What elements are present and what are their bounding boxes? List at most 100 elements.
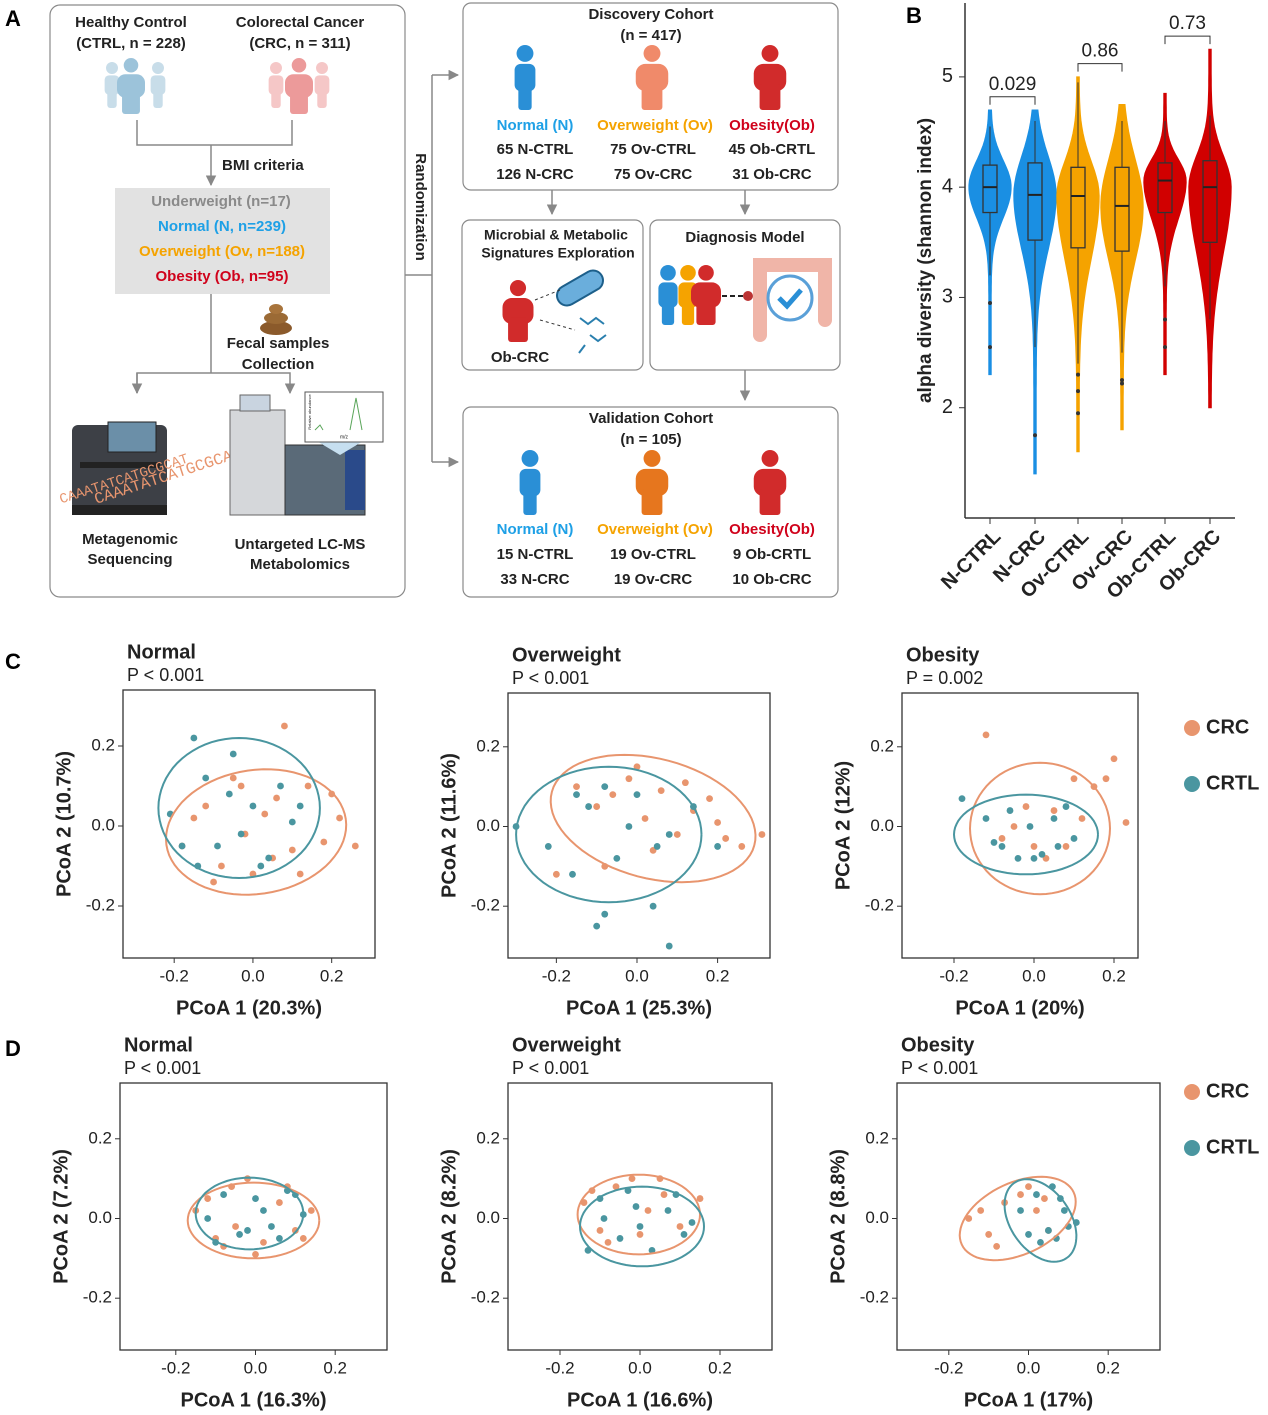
label: 15 N-CTRL (497, 546, 574, 563)
label: Healthy Control (75, 14, 187, 31)
legend-label: CRC (1206, 1080, 1249, 1102)
point (328, 790, 336, 798)
point (616, 1235, 624, 1242)
y-tick-label: 2 (942, 396, 953, 418)
y-tick-label: 0.0 (476, 1208, 500, 1227)
outlier (988, 345, 992, 350)
chart-subtitle: P < 0.001 (127, 665, 204, 685)
y-tick-label: -0.2 (471, 1288, 500, 1307)
x-tick-label: 0.0 (1022, 966, 1046, 985)
point (232, 1223, 239, 1230)
point (1060, 1207, 1068, 1214)
point (664, 1207, 672, 1214)
box (982, 164, 998, 214)
person-icon (681, 301, 695, 325)
person-icon (761, 45, 779, 62)
person-icon (759, 489, 781, 515)
point (1014, 854, 1022, 862)
outlier (1076, 389, 1080, 394)
y-tick-label: 0.2 (865, 1128, 889, 1147)
label: Overweight (Ov) (597, 521, 713, 538)
point (660, 1191, 668, 1198)
label: 65 N-CTRL (497, 141, 574, 158)
point (673, 831, 681, 838)
person-icon (314, 75, 330, 95)
y-tick-label: -0.2 (865, 896, 894, 915)
point (1045, 1227, 1052, 1234)
panel-label: C (5, 649, 21, 674)
label: 19 Ov-CRC (614, 571, 693, 588)
point (276, 1199, 283, 1206)
bacterium-icon (534, 269, 607, 354)
point (601, 910, 609, 918)
person-icon (641, 489, 663, 515)
y-axis-label: PCoA 2 (12%) (832, 761, 854, 890)
point (613, 854, 621, 862)
person-icon (661, 301, 675, 325)
point (288, 846, 296, 854)
label: (n = 105) (620, 431, 681, 448)
label: m/z (340, 434, 349, 440)
point (641, 815, 649, 822)
point (307, 1207, 315, 1214)
point (1110, 755, 1118, 763)
point (190, 814, 198, 822)
label: Overweight (Ov, n=188) (139, 243, 305, 260)
point (1033, 1191, 1040, 1198)
point (648, 1246, 656, 1254)
person-icon (521, 450, 539, 467)
point (225, 790, 233, 798)
chart-title: Obesity (901, 1034, 975, 1056)
label: Validation Cohort (589, 410, 713, 427)
point (636, 1223, 644, 1230)
point (1025, 1183, 1032, 1191)
p-value: 0.029 (989, 74, 1037, 95)
y-axis-label: PCoA 2 (8.2%) (438, 1149, 460, 1284)
chart-subtitle: P = 0.002 (906, 668, 983, 688)
inset-chart (304, 391, 384, 443)
outlier (1076, 411, 1080, 416)
label: Normal (N) (497, 117, 574, 134)
box (1070, 166, 1086, 249)
confidence-ellipse (1003, 1178, 1078, 1263)
point (596, 1227, 604, 1234)
legend-marker (1184, 1084, 1200, 1100)
person-icon (680, 265, 696, 281)
outlier (1076, 372, 1080, 377)
y-tick-label: 0.2 (476, 736, 500, 755)
point (252, 1250, 259, 1258)
point (202, 774, 210, 782)
point (237, 830, 245, 838)
person-icon (107, 89, 117, 108)
point (1070, 835, 1078, 842)
x-tick-label: 0.0 (244, 1358, 268, 1377)
inset-peaks (314, 397, 363, 431)
box (1027, 162, 1043, 241)
plot-frame (901, 692, 1139, 959)
point (229, 774, 237, 782)
point (958, 795, 966, 803)
label: 75 Ov-CTRL (610, 141, 696, 158)
confidence-ellipse (157, 736, 321, 880)
point (218, 862, 225, 870)
x-axis-label: PCoA 1 (25.3%) (566, 997, 712, 1019)
label: Overweight (Ov) (597, 117, 713, 134)
x-tick-label: -0.2 (939, 966, 968, 985)
confidence-ellipse (164, 768, 348, 896)
point (588, 1187, 596, 1194)
label: Obesity(Ob) (729, 521, 815, 538)
point (1030, 854, 1038, 862)
box (1114, 166, 1130, 252)
label: (CRC, n = 311) (249, 35, 350, 52)
plot-frame (122, 689, 376, 959)
x-tick-label: 0.2 (1102, 966, 1126, 985)
point (573, 783, 580, 791)
label: Normal (N, n=239) (158, 218, 286, 235)
chart-subtitle: P < 0.001 (512, 668, 589, 688)
confidence-ellipse (952, 793, 1099, 876)
y-tick-label: 0.2 (91, 735, 115, 754)
point (706, 795, 713, 803)
person-icon (514, 63, 536, 92)
point (237, 782, 245, 790)
plot-frame (119, 1082, 388, 1351)
